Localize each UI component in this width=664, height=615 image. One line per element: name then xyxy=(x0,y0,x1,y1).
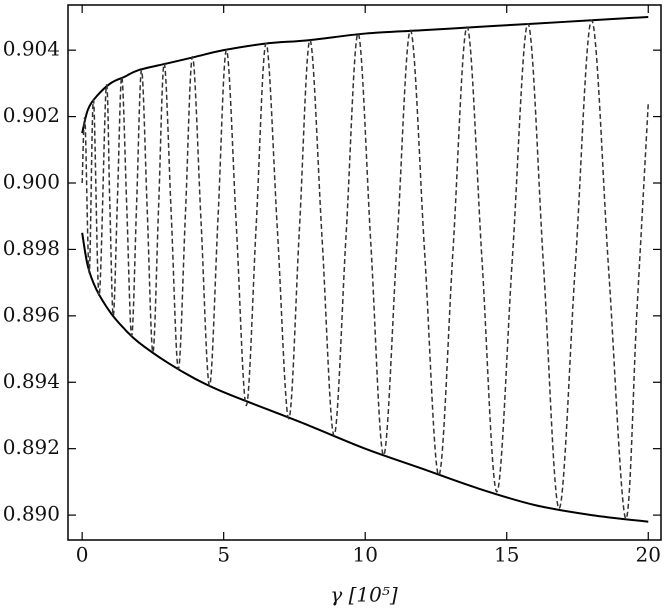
y-tick-label: 0.890 xyxy=(3,502,60,526)
y-tick-label: 0.892 xyxy=(3,435,60,459)
y-tick-label: 0.900 xyxy=(3,170,60,194)
x-tick-label: 5 xyxy=(217,543,230,567)
x-tick-label: 15 xyxy=(494,543,519,567)
y-tick-label: 0.898 xyxy=(3,236,60,260)
y-tick-label: 0.894 xyxy=(3,369,60,393)
plot-frame xyxy=(67,4,662,541)
x-tick-label: 20 xyxy=(636,543,661,567)
y-tick-label: 0.896 xyxy=(3,302,60,326)
x-tick-label: 10 xyxy=(352,543,377,567)
y-tick-label: 0.902 xyxy=(3,103,60,127)
y-tick-label: 0.904 xyxy=(3,37,60,61)
line-series xyxy=(81,15,649,134)
line-series xyxy=(81,19,650,520)
x-tick-label: 0 xyxy=(76,543,89,567)
line-series xyxy=(81,232,649,523)
x-axis-label: γ [10⁵] xyxy=(330,583,398,607)
